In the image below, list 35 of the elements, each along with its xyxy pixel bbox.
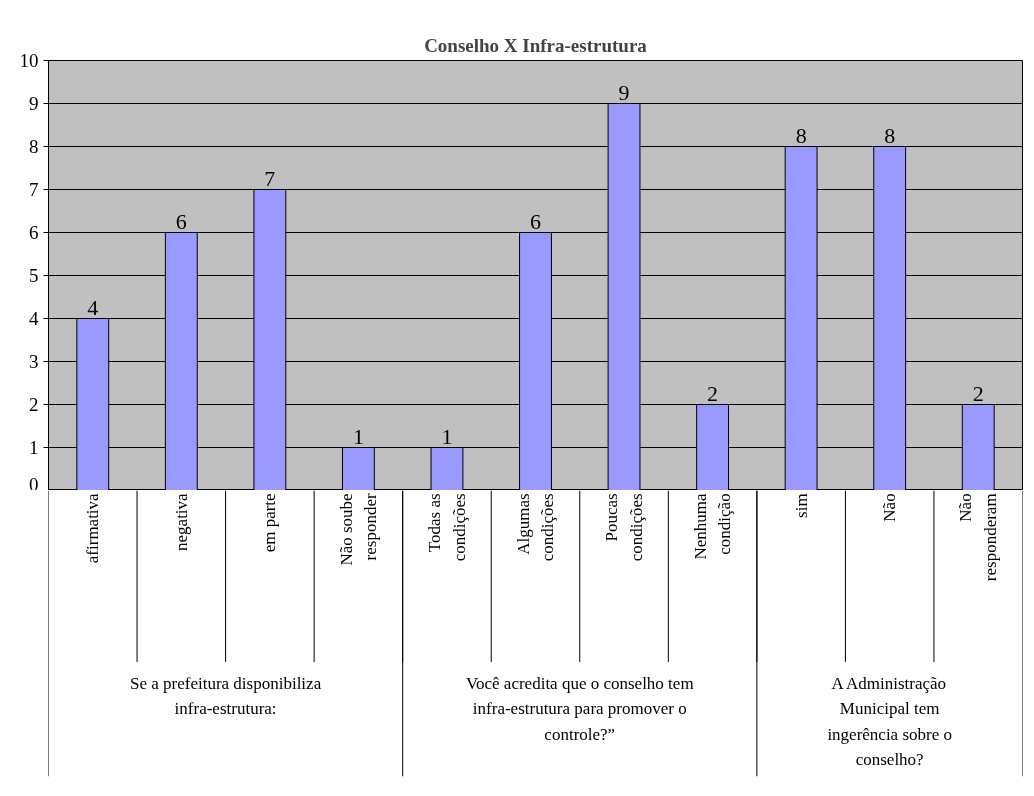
x-tick-label: Não responderam	[956, 493, 1001, 582]
y-tick-label: 0	[29, 473, 39, 495]
x-tick-label: Todas as condições	[425, 493, 469, 562]
data-label: 2	[707, 380, 719, 406]
text: A Administração Municipal tem ingerência sobre o conselho?	[827, 673, 952, 770]
data-label: 8	[795, 122, 807, 148]
text: Você acredita que o conselho tem infra-estrutura para promover o controle?”	[465, 673, 694, 744]
y-tick-label: 9	[29, 93, 39, 114]
x-tick-label: Nenhuma condição	[690, 492, 735, 560]
y-tick-label: 3	[29, 351, 39, 372]
y-tick-label: 5	[29, 265, 39, 286]
data-label: 1	[352, 423, 364, 449]
y-tick-label: 10	[19, 50, 39, 71]
y-tick-label: 8	[29, 136, 39, 157]
x-tick-label: afirmativa	[83, 492, 103, 564]
x-tick-label: Não soube responder	[336, 493, 381, 566]
data-label: 1	[441, 423, 453, 449]
x-tick-label: em parte	[260, 493, 280, 553]
y-tick-label: 1	[29, 437, 39, 458]
data-label: 6	[530, 208, 541, 234]
x-tick-label: Não	[880, 493, 900, 522]
data-label: 2	[972, 380, 984, 406]
y-tick-label: 2	[29, 394, 39, 415]
x-tick-label: sim	[791, 493, 811, 518]
y-tick-label: 4	[29, 308, 39, 329]
y-tick-label: 6	[29, 222, 39, 243]
chart-title: Conselho X Infra-estrutura	[424, 34, 648, 56]
x-tick-label: negativa	[171, 492, 191, 551]
data-label: 4	[87, 294, 99, 320]
data-label: 7	[264, 165, 276, 191]
data-label: 6	[175, 208, 187, 234]
text: Se a prefeitura disponibiliza infra-estrutura:	[130, 673, 322, 719]
data-label: 8	[884, 122, 896, 148]
y-tick-label: 7	[29, 179, 39, 200]
data-label: 9	[618, 79, 630, 105]
